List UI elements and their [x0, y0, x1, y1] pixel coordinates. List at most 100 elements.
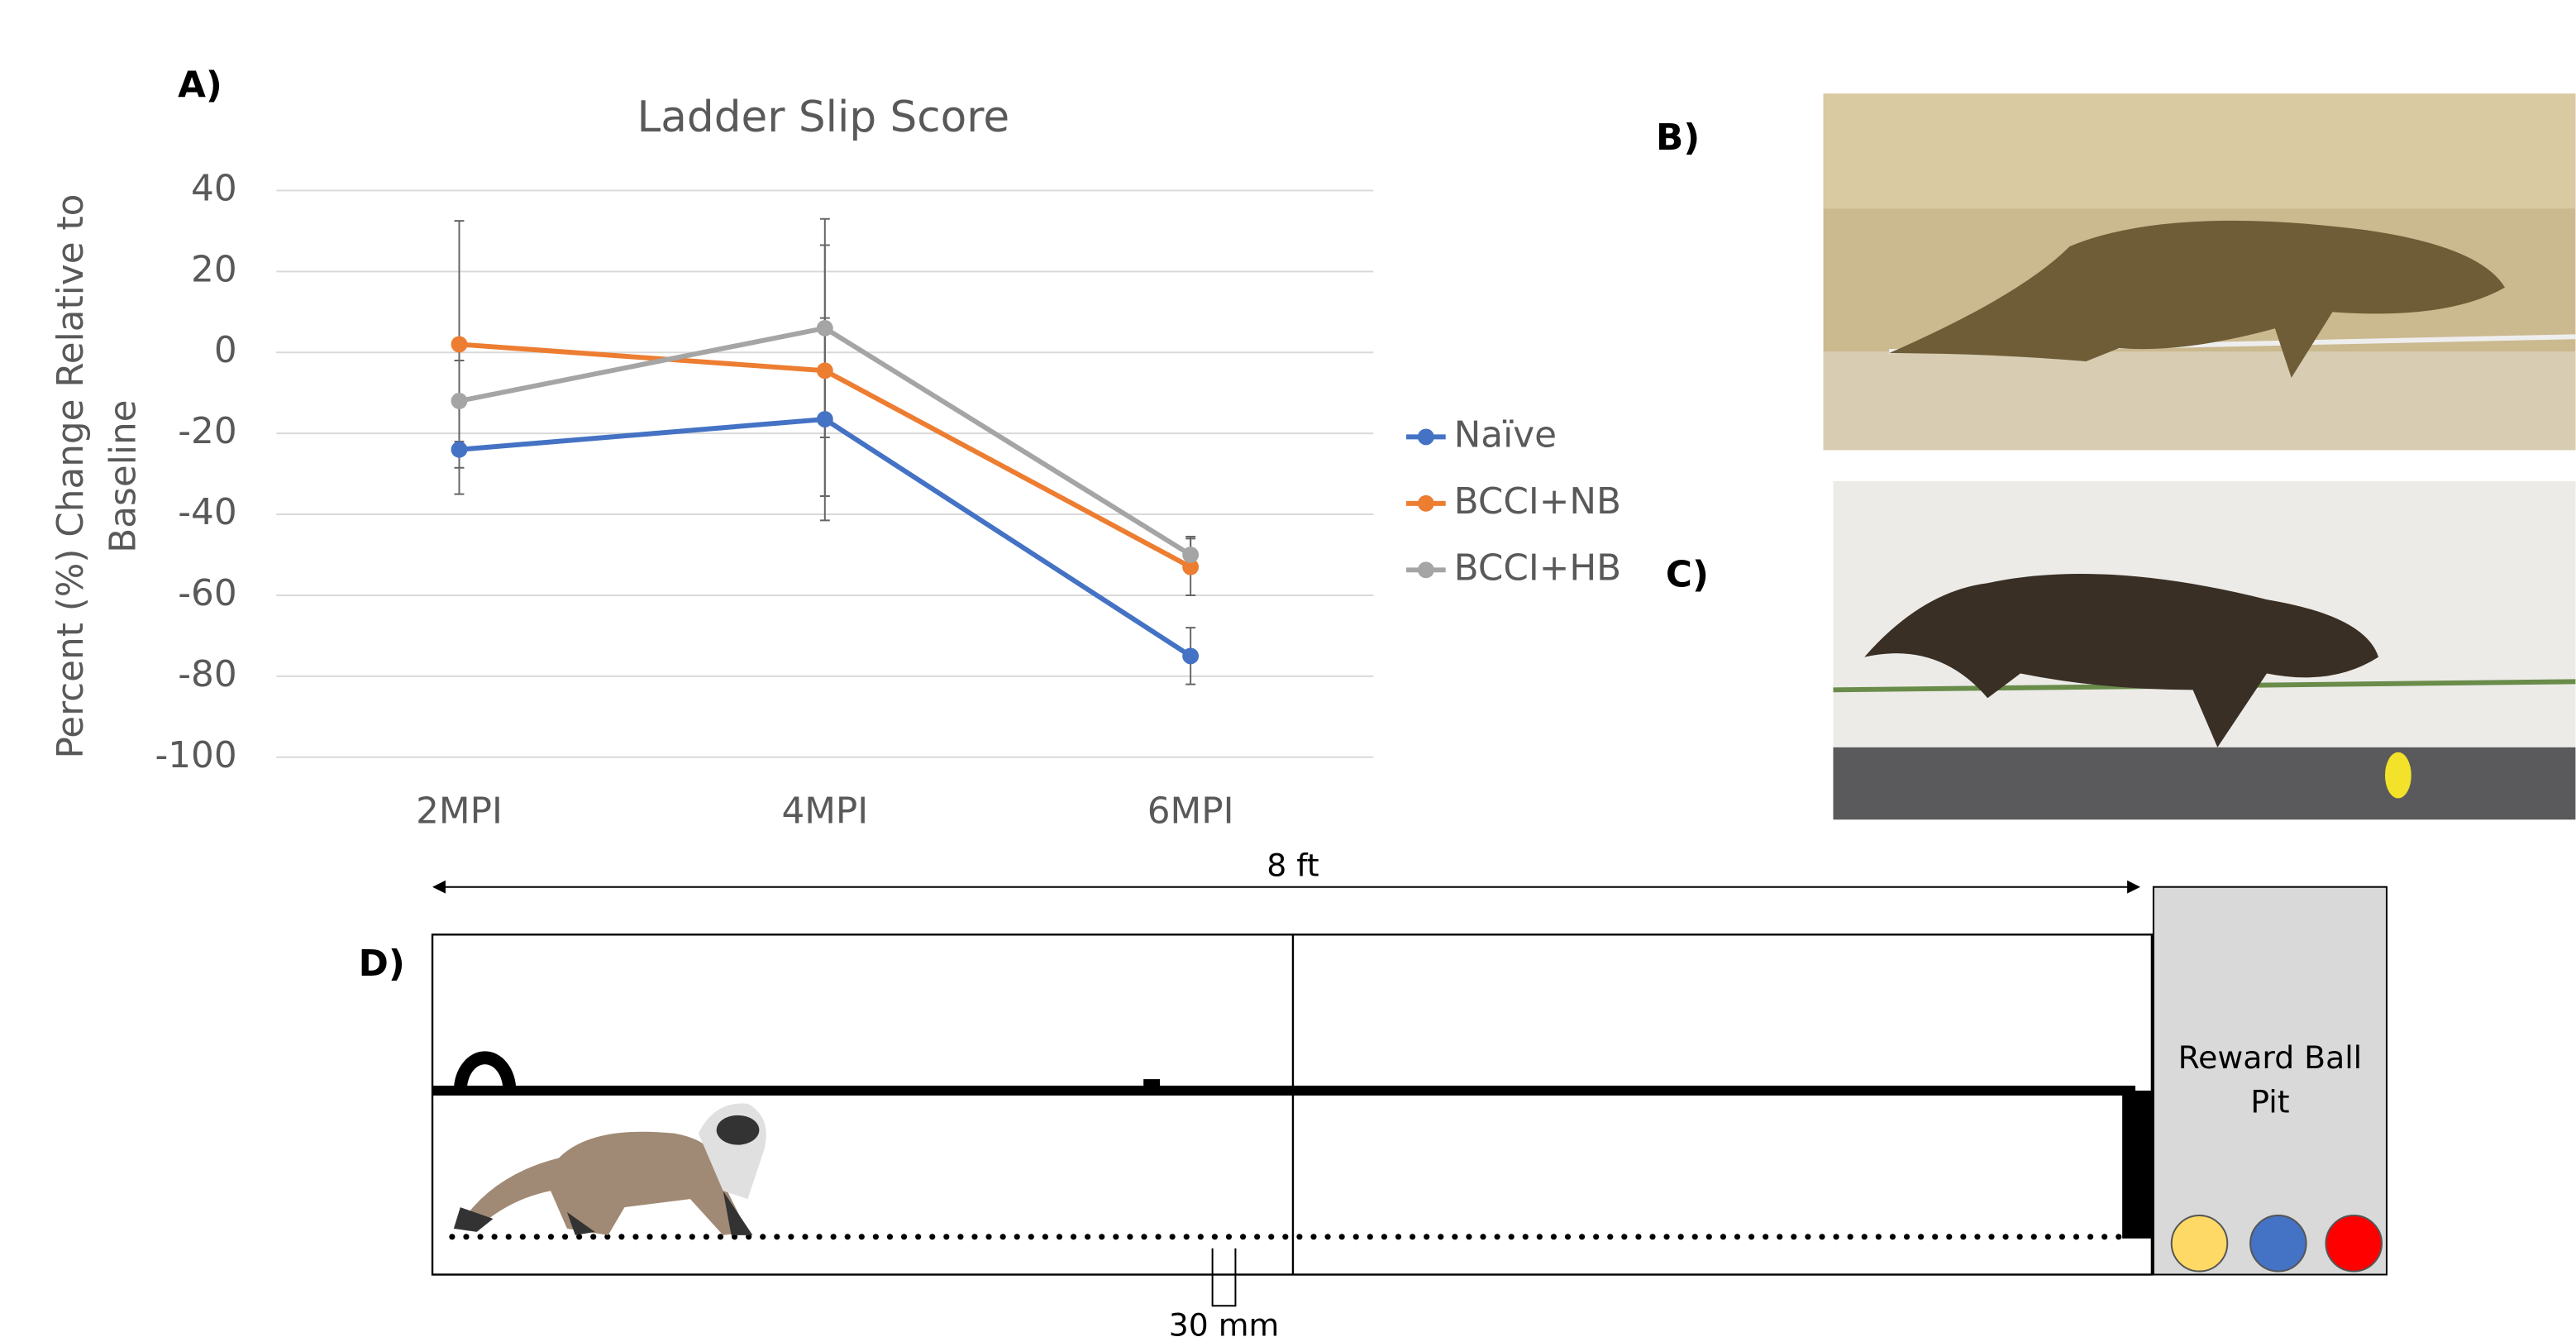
ladder-rung [985, 1234, 991, 1239]
ladder-rung [1904, 1234, 1910, 1239]
ladder-rung [1395, 1234, 1401, 1239]
ladder-rung [1198, 1234, 1204, 1239]
ladder-rung [971, 1234, 977, 1239]
ladder-rung [1664, 1234, 1670, 1239]
ladder-rung [1113, 1234, 1119, 1239]
ladder-rung [2003, 1234, 2009, 1239]
ladder-rung [1212, 1234, 1218, 1239]
ladder-rung [1607, 1234, 1613, 1239]
ladder-rung [1466, 1234, 1472, 1239]
ladder-rung [1099, 1234, 1104, 1239]
ladder-rung [704, 1234, 709, 1239]
ladder-rung [1028, 1234, 1034, 1239]
ladder-rung [449, 1234, 455, 1239]
ladder-rung [1706, 1234, 1712, 1239]
panel-label: C) [1666, 553, 1709, 595]
ladder-rung [1988, 1234, 1994, 1239]
ladder-rung [1141, 1234, 1147, 1239]
ladder-rung [1523, 1234, 1529, 1239]
ladder-rung [1848, 1234, 1853, 1239]
ladder-rung [831, 1234, 837, 1239]
ladder-rung [492, 1234, 498, 1239]
y-axis-label: Percent (%) Change Relative to [50, 194, 92, 759]
ladder-rung [845, 1234, 851, 1239]
ladder-rung [2087, 1234, 2093, 1239]
ladder-rung [1170, 1234, 1176, 1239]
ladder-rung [774, 1234, 780, 1239]
point [451, 442, 468, 458]
ladder-rung [1748, 1234, 1754, 1239]
chart-title: Ladder Slip Score [637, 93, 1010, 142]
reward-label: Pit [2250, 1083, 2289, 1120]
ladder-rung [1876, 1234, 1882, 1239]
ladder-rung [760, 1234, 766, 1239]
point [451, 393, 468, 409]
ladder-rung [675, 1234, 681, 1239]
ladder-rung [1452, 1234, 1457, 1239]
ladder-rung [1565, 1234, 1571, 1239]
legend-label: BCCI+HB [1454, 547, 1622, 589]
y-tick-label: -80 [178, 653, 236, 695]
ladder-rung [2017, 1234, 2023, 1239]
photo-b [1824, 93, 2576, 450]
ladder-rung [548, 1234, 554, 1239]
length-label: 8 ft [1267, 847, 1319, 883]
ladder-rung [2116, 1234, 2121, 1239]
ladder-rung [887, 1234, 893, 1239]
ladder-rung [1495, 1234, 1500, 1239]
ladder-rung [1367, 1234, 1373, 1239]
ladder-rung [1014, 1234, 1020, 1239]
ladder-rung [1509, 1234, 1515, 1239]
ladder-rung [1777, 1234, 1782, 1239]
x-tick-label: 2MPI [416, 790, 503, 832]
ladder-rung [1282, 1234, 1288, 1239]
ladder-rung [1155, 1234, 1161, 1239]
legend-label: Naïve [1454, 413, 1557, 456]
ladder-rung [2031, 1234, 2037, 1239]
ladder-rung [1862, 1234, 1868, 1239]
panel-label: A) [178, 64, 222, 106]
ladder-rung [2101, 1234, 2107, 1239]
point [817, 362, 833, 379]
ladder-rung [901, 1234, 907, 1239]
ladder-rung [1057, 1234, 1062, 1239]
ladder-rung [590, 1234, 596, 1239]
ladder-rung [632, 1234, 638, 1239]
ladder-rung [1240, 1234, 1246, 1239]
ladder-rung [2045, 1234, 2051, 1239]
ladder-rung [2073, 1234, 2079, 1239]
ladder-rung [661, 1234, 667, 1239]
y-tick-label: -100 [155, 734, 236, 776]
ladder-rung [1918, 1234, 1924, 1239]
ladder-rung [718, 1234, 723, 1239]
ladder-rung [1551, 1234, 1557, 1239]
ladder-rung [1424, 1234, 1429, 1239]
ladder-rung [1890, 1234, 1896, 1239]
ladder-rung [1085, 1234, 1090, 1239]
point [1182, 647, 1199, 664]
ladder-rung [562, 1234, 568, 1239]
ladder-rung [1381, 1234, 1387, 1239]
ladder-rung [1946, 1234, 1952, 1239]
legend-label: BCCI+NB [1454, 480, 1621, 523]
y-axis-label: Baseline [103, 399, 145, 552]
ladder-rung [1621, 1234, 1627, 1239]
ladder-rung [1692, 1234, 1698, 1239]
ladder-rung [1324, 1234, 1330, 1239]
ladder-rung [816, 1234, 822, 1239]
ladder-rung [1254, 1234, 1260, 1239]
ladder-rung [618, 1234, 624, 1239]
ladder-rung [1071, 1234, 1076, 1239]
ladder-rung [1819, 1234, 1825, 1239]
point [1182, 547, 1199, 563]
ladder-rung [1226, 1234, 1232, 1239]
ladder-rung [506, 1234, 512, 1239]
ladder-rung [873, 1234, 879, 1239]
ladder-rung [1734, 1234, 1740, 1239]
point [451, 337, 468, 353]
ladder-rung [1649, 1234, 1655, 1239]
ladder-rung [1579, 1234, 1585, 1239]
ladder-rung [1438, 1234, 1443, 1239]
panel-label: B) [1656, 117, 1700, 159]
y-tick-label: 40 [191, 167, 237, 209]
